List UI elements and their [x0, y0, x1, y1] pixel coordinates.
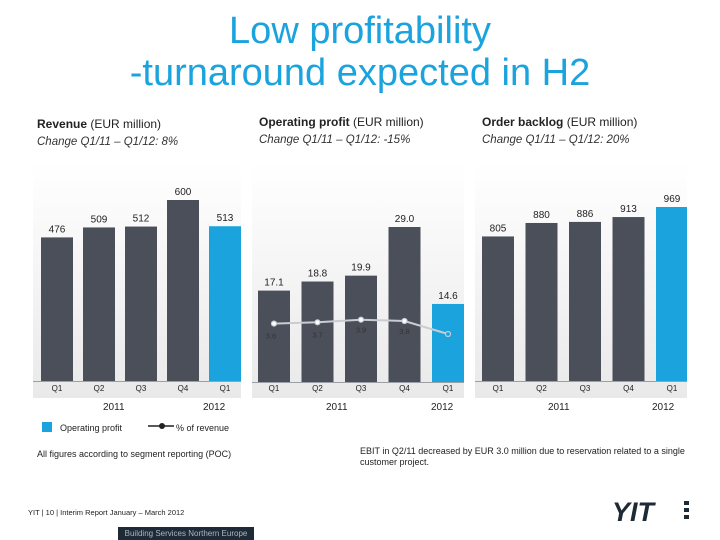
x-tick-label: Q1 — [493, 384, 504, 393]
bar — [388, 227, 421, 382]
revenue-title-unit: (EUR million) — [87, 117, 162, 131]
line-point — [444, 330, 452, 338]
revenue-chart: 476 Q1 509 Q2 512 Q3 600 Q4 513 Q1 — [33, 187, 241, 393]
bar — [301, 281, 334, 382]
x-tick-label: Q1 — [667, 384, 678, 393]
bar-value-label: 14.6 — [438, 291, 458, 302]
page-title-line-2: -turnaround expected in H2 — [129, 52, 591, 94]
order-backlog-chart: 805 Q1 880 Q2 886 Q3 913 Q4 969 Q1 — [475, 194, 688, 393]
bar — [612, 217, 645, 381]
footer-text: YIT | 10 | Interim Report January – Marc… — [28, 508, 185, 517]
bar — [432, 303, 464, 382]
legend-line-label: % of revenue — [176, 423, 230, 433]
page-title-line-1: Low profitability — [229, 10, 491, 52]
bar-value-label: 476 — [49, 224, 66, 235]
bar-value-label: 509 — [91, 214, 108, 225]
bar-value-label: 17.1 — [264, 278, 284, 289]
bar-value-label: 513 — [217, 213, 234, 224]
bar — [83, 227, 115, 381]
x-tick-label: Q2 — [94, 384, 105, 393]
footer-division-bar: Building Services Northern Europe — [118, 527, 254, 540]
bar-value-label: 913 — [620, 204, 637, 215]
x-tick-label: Q1 — [443, 384, 454, 393]
line-point — [401, 317, 408, 325]
operating-profit-year-2012: 2012 — [431, 402, 454, 413]
bar-value-label: 600 — [175, 187, 192, 198]
legend-bar-swatch — [42, 422, 52, 432]
bar-value-label: 19.9 — [351, 263, 371, 274]
x-tick-label: Q3 — [136, 384, 147, 393]
x-tick-label: Q2 — [312, 384, 323, 393]
bar — [41, 237, 73, 381]
revenue-year-2012: 2012 — [203, 402, 226, 413]
bar — [525, 222, 558, 381]
order-backlog-year-2012: 2012 — [652, 402, 675, 413]
order-backlog-chart-panel: 805 Q1 880 Q2 886 Q3 913 Q4 969 Q1 — [475, 162, 688, 398]
segment-reporting-note: All figures according to segment reporti… — [37, 449, 232, 459]
legend-line-swatch — [148, 423, 174, 429]
x-tick-label: Q3 — [580, 384, 591, 393]
bar — [125, 226, 157, 381]
bar — [258, 290, 290, 382]
revenue-chart-panel: 476 Q1 509 Q2 512 Q3 600 Q4 513 Q1 — [33, 162, 241, 398]
order-backlog-change-label: Change Q1/11 – Q1/12: 20% — [482, 134, 630, 146]
bar-value-label: 18.8 — [308, 269, 328, 280]
line-point — [270, 320, 278, 327]
bar-value-label: 512 — [133, 214, 150, 225]
bar-value-label: 886 — [577, 209, 594, 220]
line-value-label: 3.9 — [356, 326, 366, 335]
yit-logo-text: YIT — [612, 498, 657, 524]
bar — [569, 221, 601, 381]
line-value-label: 3.7 — [312, 330, 322, 339]
x-tick-label: Q2 — [536, 384, 547, 393]
ebit-note: EBIT in Q2/11 decreased by EUR 3.0 milli… — [360, 446, 685, 467]
order-backlog-chart-title: Order backlog (EUR million) — [482, 115, 637, 129]
line-value-label: 3.6 — [266, 332, 276, 341]
revenue-change-label: Change Q1/11 – Q1/12: 8% — [37, 136, 179, 148]
x-tick-label: Q4 — [178, 384, 189, 393]
x-tick-label: Q1 — [52, 384, 63, 393]
order-backlog-year-2011: 2011 — [548, 402, 570, 413]
line-value-label: 3.8 — [399, 327, 409, 336]
revenue-year-2011: 2011 — [103, 402, 125, 413]
operating-profit-chart-title: Operating profit (EUR million) — [259, 115, 424, 129]
bar — [167, 200, 199, 381]
bar — [209, 226, 241, 381]
x-tick-label: Q3 — [356, 384, 367, 393]
x-tick-label: Q1 — [269, 384, 280, 393]
order-backlog-title-bold: Order backlog — [482, 115, 564, 129]
line-point — [314, 319, 321, 326]
bar-value-label: 969 — [664, 194, 681, 205]
operating-profit-title-unit: (EUR million) — [349, 115, 424, 129]
bar — [345, 275, 377, 382]
operating-profit-title-bold: Operating profit — [259, 115, 350, 129]
x-tick-label: Q4 — [623, 384, 634, 393]
revenue-chart-title: Revenue (EUR million) — [37, 117, 161, 131]
yit-logo: YIT — [612, 498, 689, 524]
bar-value-label: 805 — [490, 223, 507, 234]
line-value-label: 2.8 — [443, 342, 453, 351]
legend-bar-label: Operating profit — [60, 423, 123, 433]
order-backlog-title-unit: (EUR million) — [563, 115, 638, 129]
bar-value-label: 880 — [533, 210, 550, 221]
operating-profit-year-2011: 2011 — [326, 402, 348, 413]
x-tick-label: Q4 — [399, 384, 410, 393]
bar — [656, 207, 688, 381]
operating-profit-change-label: Change Q1/11 – Q1/12: -15% — [259, 134, 411, 146]
operating-profit-chart: 17.1 Q1 18.8 Q2 19.9 Q3 29.0 Q4 14.6 Q1 3.6 3.7 3.9 3… — [252, 214, 464, 393]
bar — [482, 236, 514, 381]
x-tick-label: Q1 — [220, 384, 231, 393]
operating-profit-chart-panel: 17.1 Q1 18.8 Q2 19.9 Q3 29.0 Q4 14.6 Q1 3.6 3.7 3.9 3… — [252, 162, 464, 398]
line-point — [357, 316, 365, 323]
bar-value-label: 29.0 — [395, 214, 415, 225]
revenue-title-bold: Revenue — [37, 117, 88, 131]
